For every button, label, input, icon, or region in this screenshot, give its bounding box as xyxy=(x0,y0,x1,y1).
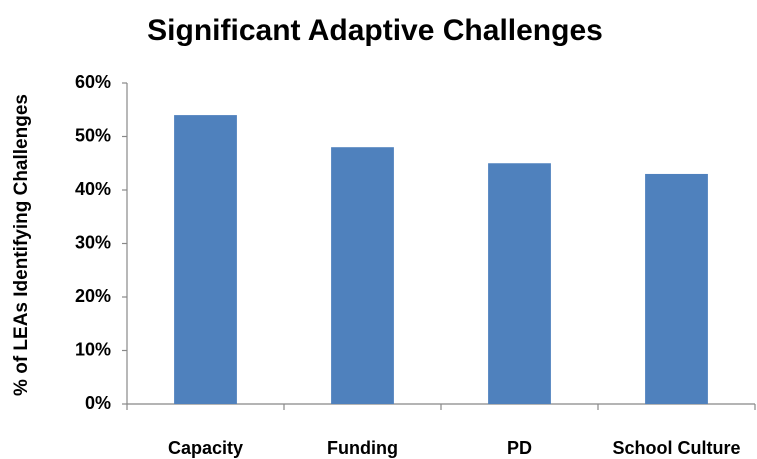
x-tick-label: PD xyxy=(507,438,532,458)
chart-title: Significant Adaptive Challenges xyxy=(147,14,603,47)
y-tick-label: 60% xyxy=(75,72,111,92)
x-tick-label: Funding xyxy=(327,438,398,458)
bar xyxy=(174,115,237,404)
bar xyxy=(645,173,708,404)
bar xyxy=(331,147,394,404)
y-tick-label: 0% xyxy=(85,393,111,413)
y-tick-label: 10% xyxy=(75,339,111,359)
x-tick-label: Capacity xyxy=(168,438,243,458)
bar xyxy=(488,163,551,404)
x-tick-label: School Culture xyxy=(612,438,740,458)
y-tick-label: 30% xyxy=(75,232,111,252)
y-tick-label: 20% xyxy=(75,286,111,306)
y-tick-label: 50% xyxy=(75,125,111,145)
y-tick-label: 40% xyxy=(75,179,111,199)
y-axis-label: % of LEAs Identifying Challenges xyxy=(11,94,32,396)
